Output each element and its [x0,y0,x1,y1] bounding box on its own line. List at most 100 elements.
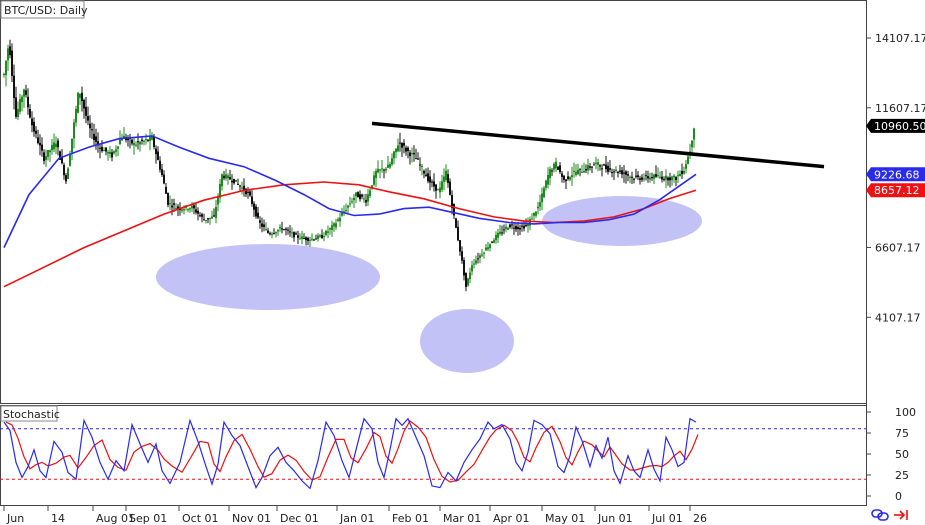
candle-body [315,238,317,240]
candle-body [233,178,235,184]
candle [365,193,367,207]
candle-body [519,227,521,230]
candle-body [131,139,133,144]
candle [23,88,25,108]
candle-body [395,148,397,153]
candle [77,91,79,114]
candle [659,171,661,180]
candle [515,222,517,232]
candle [157,146,159,161]
candle-body [349,203,351,205]
candle [343,205,345,216]
candle-body [357,192,359,198]
candle [655,165,657,179]
candle-body [65,175,67,182]
candle-body [449,181,451,195]
candle [627,170,629,182]
scroll-to-end-icon[interactable] [894,510,908,520]
candle-body [203,219,205,221]
candle [355,192,357,204]
date-tick-label: Jun [6,512,24,525]
candle-body [59,151,61,160]
candle [89,115,91,138]
candle-body [629,176,631,178]
candle [127,135,129,147]
candle [599,164,601,171]
candle [563,174,565,183]
candle-body [409,152,411,157]
candle-body [329,228,331,230]
candle-body [669,177,671,181]
candle-body [655,174,657,177]
candle [565,179,567,189]
candle-body [337,219,339,221]
candle-body [415,158,417,160]
candle [79,93,81,105]
candle [141,136,143,145]
candle [497,228,499,243]
candle [63,162,65,180]
candle-body [503,229,505,231]
candle [663,176,665,182]
candle [201,212,203,223]
candle [641,174,643,183]
candle-body [507,227,509,230]
candle-body [239,185,241,187]
candle-body [651,177,653,179]
candle [307,236,309,246]
candle [603,163,605,166]
candle-body [245,188,247,195]
candle-body [525,225,527,227]
candle [403,139,405,154]
link-icon[interactable] [871,509,889,521]
candle-body [43,152,45,161]
candle-body [5,61,7,75]
candle-body [437,189,439,191]
candle [547,167,549,189]
candle-body [419,164,421,166]
candle-body [573,170,575,172]
candle [3,72,5,78]
candle-body [487,247,489,250]
candle [37,129,39,145]
candle [401,142,403,157]
candle [57,138,59,156]
candle-body [585,169,587,171]
candle-body [217,196,219,205]
candle-body [325,231,327,235]
candle [457,220,459,242]
candle [361,193,363,200]
candle-body [389,163,391,168]
candle-body [473,263,475,265]
candle-body [265,229,267,231]
candle-body [111,152,113,158]
date-tick-label: 14 [51,512,65,525]
candle-body [31,118,33,126]
candle [379,169,381,179]
candle-body [37,137,39,144]
candle-body [579,168,581,170]
candle [291,227,293,239]
candle-body [199,215,201,217]
candle [103,147,105,152]
candle-body [25,90,27,95]
candle-body [521,225,523,227]
candle [279,224,281,232]
candle-body [263,224,265,227]
candle-body [201,214,203,217]
candle [171,198,173,216]
candle-body [77,92,79,113]
candle-body [471,265,473,272]
candle-body [169,203,171,205]
candle [5,60,7,87]
candle-body [621,170,623,175]
candle-body [515,226,517,230]
candle-body [49,150,51,153]
candle [625,170,627,184]
candle [573,162,575,178]
candle [235,179,237,182]
stoch-pane-frame [0,405,867,506]
candle-body [599,165,601,167]
candle-body [511,224,513,226]
candle [85,96,87,124]
